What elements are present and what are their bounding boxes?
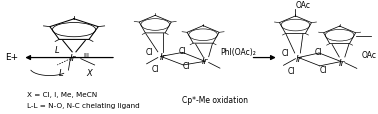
Text: Cl: Cl	[319, 66, 327, 75]
Text: Cl: Cl	[183, 61, 191, 70]
Text: Cl: Cl	[281, 49, 289, 58]
Text: X = Cl, I, Me, MeCN: X = Cl, I, Me, MeCN	[27, 91, 97, 97]
Text: Cl: Cl	[146, 48, 153, 57]
Text: PhI(OAc)₂: PhI(OAc)₂	[221, 48, 257, 57]
Text: Cl: Cl	[152, 65, 160, 74]
Text: L-L = N-O, N-C chelating ligand: L-L = N-O, N-C chelating ligand	[27, 103, 140, 109]
Text: Ir: Ir	[70, 54, 76, 62]
Text: X: X	[86, 68, 92, 77]
Text: E+: E+	[5, 53, 18, 62]
Text: III: III	[83, 52, 89, 58]
Text: L: L	[59, 68, 63, 77]
Text: Ir: Ir	[296, 54, 302, 63]
Text: Cl: Cl	[287, 66, 295, 75]
Text: OAc: OAc	[296, 1, 310, 10]
Text: OAc: OAc	[362, 50, 377, 59]
Text: Ir: Ir	[338, 58, 345, 67]
Text: Cp*-Me oxidation: Cp*-Me oxidation	[182, 95, 248, 104]
Text: Cl: Cl	[178, 46, 186, 55]
Text: L: L	[54, 46, 59, 55]
Text: Cl: Cl	[314, 48, 322, 57]
Text: Ir: Ir	[202, 57, 208, 66]
Text: Ir: Ir	[160, 52, 166, 61]
